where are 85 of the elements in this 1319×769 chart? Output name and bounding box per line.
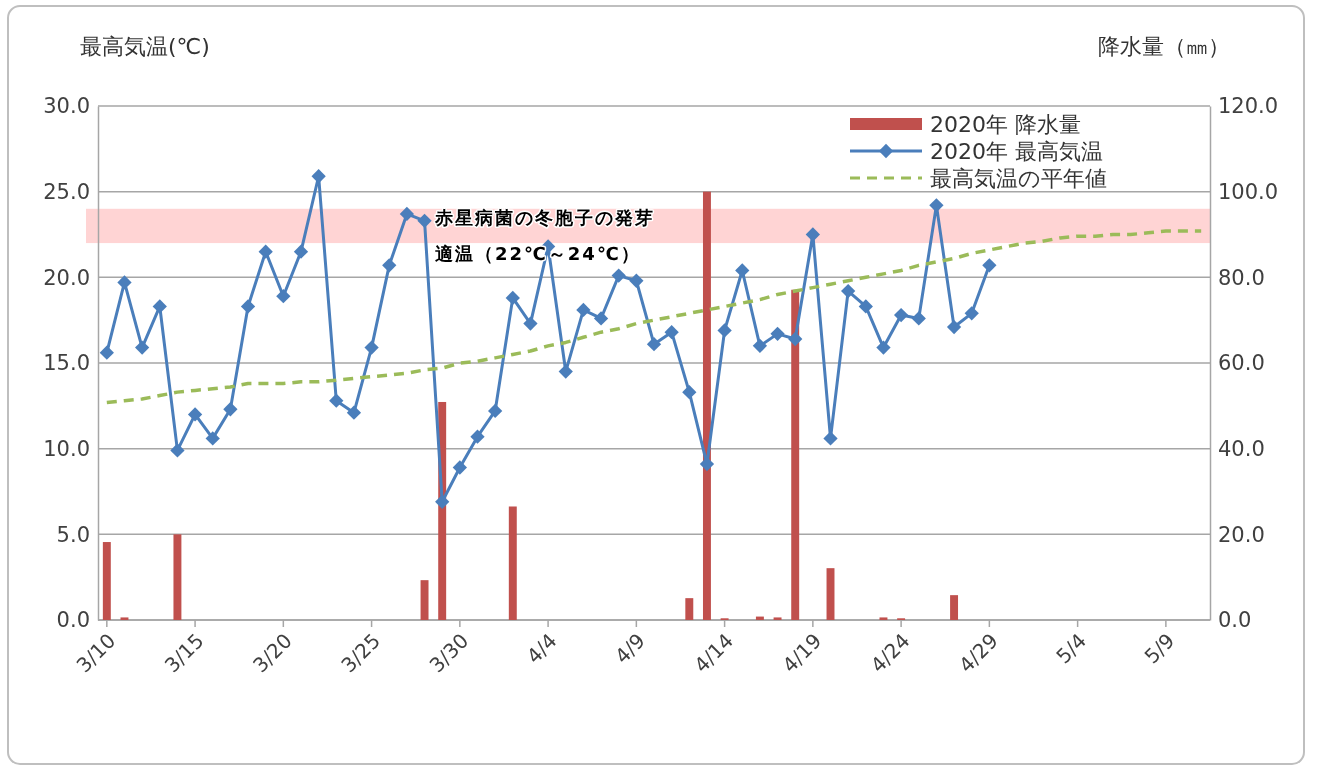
y2-tick-label: 40.0 (1218, 436, 1265, 461)
bar (773, 617, 782, 620)
point (858, 299, 873, 314)
point (364, 340, 379, 355)
y2-tick-label: 0.0 (1218, 608, 1252, 633)
y2-tick-label: 60.0 (1218, 351, 1265, 376)
legend-label: 最高気温の平年値 (930, 165, 1107, 191)
bar (420, 580, 429, 620)
bar (685, 598, 694, 620)
point (399, 206, 415, 222)
band-label: 赤星病菌の冬胞子の発芽適温（22℃～24℃） (434, 206, 655, 264)
bar (173, 534, 182, 620)
point (117, 275, 132, 290)
point (770, 326, 785, 342)
x-tick-label: 4/9 (610, 628, 650, 669)
point (346, 405, 362, 420)
bar (879, 617, 888, 620)
point (170, 443, 185, 458)
bar (120, 617, 129, 620)
point (240, 299, 256, 314)
point (629, 273, 644, 288)
point (329, 393, 344, 408)
y-tick-label: 0.0 (56, 608, 90, 633)
line-series (105, 229, 1203, 405)
point (452, 460, 467, 475)
point (946, 319, 962, 335)
legend-label: 2020年 最高気温 (930, 138, 1103, 164)
x-tick-label: 5/9 (1139, 628, 1180, 669)
point (646, 337, 662, 352)
point (823, 431, 838, 446)
point (488, 403, 503, 419)
y-tick-label: 20.0 (43, 265, 90, 290)
point (876, 340, 891, 355)
point (293, 244, 309, 259)
point (911, 311, 926, 326)
bar (508, 506, 517, 620)
point (505, 290, 520, 306)
point (205, 431, 220, 446)
point (470, 429, 485, 444)
point (788, 331, 803, 347)
y2-tick-label: 80.0 (1218, 265, 1265, 290)
y-axis-title: 最高気温(℃) (80, 34, 210, 59)
point (417, 213, 432, 228)
point (311, 169, 326, 184)
point (735, 263, 750, 278)
y2-axis-title: 降水量（㎜） (1098, 34, 1230, 59)
point (382, 258, 397, 273)
y2-tick-label: 20.0 (1218, 522, 1265, 547)
point (752, 338, 768, 354)
point (841, 283, 856, 299)
point (258, 244, 273, 259)
bar (950, 595, 959, 620)
bar (102, 542, 111, 620)
x-tick-label: 5/4 (1051, 628, 1092, 669)
point (717, 323, 732, 338)
point (982, 258, 997, 273)
point (893, 307, 909, 323)
point (276, 289, 291, 304)
point (99, 345, 114, 360)
y-tick-label: 25.0 (43, 179, 90, 204)
y-tick-label: 30.0 (43, 94, 90, 119)
y-tick-label: 10.0 (43, 436, 90, 461)
point (611, 268, 626, 283)
bar (791, 289, 800, 620)
y2-tick-label: 100.0 (1218, 179, 1279, 204)
point (558, 364, 573, 379)
legend-label: 2020年 降水量 (930, 111, 1081, 137)
point (682, 384, 697, 400)
point (964, 306, 979, 321)
point (523, 316, 538, 331)
point (187, 407, 203, 422)
point (664, 325, 679, 340)
point (223, 402, 238, 417)
point (929, 198, 944, 213)
y-tick-label: 5.0 (56, 522, 90, 547)
point (152, 299, 167, 314)
point (576, 302, 591, 318)
point (134, 340, 150, 355)
bar (702, 191, 711, 620)
point (805, 227, 820, 242)
point (593, 311, 609, 326)
y-tick-label: 15.0 (43, 351, 90, 376)
y2-tick-label: 120.0 (1218, 94, 1279, 119)
point (435, 494, 450, 509)
x-tick-label: 4/4 (521, 628, 562, 669)
